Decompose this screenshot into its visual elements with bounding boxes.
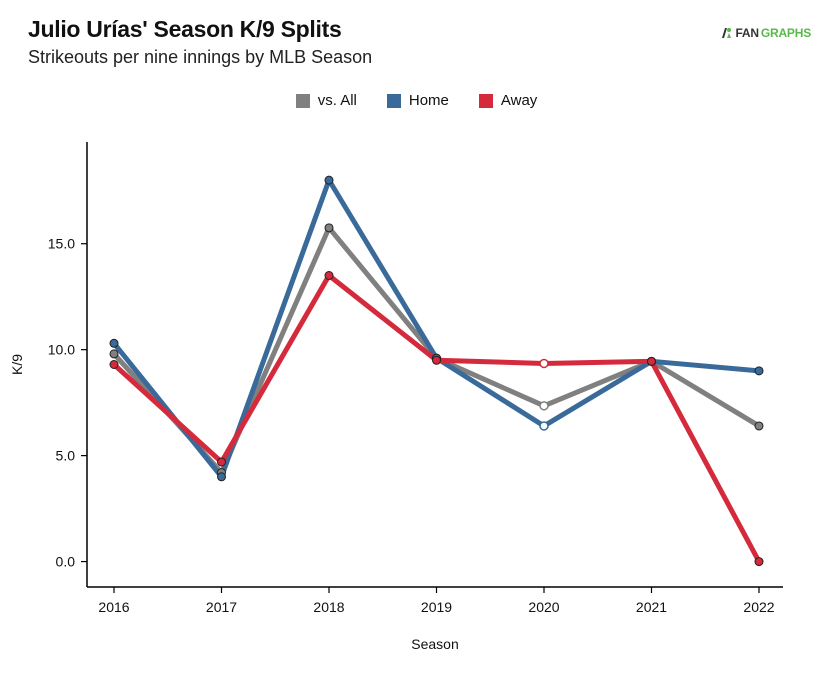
legend-swatch — [386, 93, 401, 108]
data-point-home — [754, 366, 764, 376]
x-tick-label: 2020 — [528, 599, 559, 615]
x-tick-label: 2021 — [636, 599, 667, 615]
y-axis-label: K/9 — [9, 354, 25, 375]
legend-item-away: Away — [478, 92, 538, 109]
data-point-away — [217, 457, 226, 467]
y-tick-label: 5.0 — [56, 448, 76, 464]
legend-item-vs-all: vs. All — [295, 92, 357, 109]
data-point-vs-all — [754, 421, 764, 431]
x-tick-label: 2018 — [313, 599, 344, 615]
legend-item-home: Home — [386, 92, 449, 109]
y-tick-label: 15.0 — [48, 236, 75, 252]
data-point-away — [647, 356, 656, 366]
logo-text-fan: FAN — [735, 26, 759, 40]
data-point-home — [109, 338, 119, 348]
chart-title: Julio Urías' Season K/9 Splits — [28, 16, 342, 42]
data-point-away — [754, 557, 764, 567]
data-point-away — [109, 360, 119, 369]
data-point-home — [217, 472, 226, 482]
legend-label: vs. All — [317, 92, 357, 109]
x-tick-label: 2019 — [421, 599, 452, 615]
legend-swatch — [478, 93, 493, 108]
series-line-vs-all — [111, 225, 762, 476]
fangraphs-logo: FAN GRAPHS — [719, 26, 811, 40]
series-line-away — [111, 273, 762, 565]
series-line-home — [111, 177, 762, 480]
data-point-home — [324, 175, 334, 185]
data-point-vs-all — [109, 349, 119, 359]
fangraphs-logo-icon — [719, 26, 734, 40]
legend-swatch — [295, 93, 310, 108]
chart-legend: vs. All Home Away — [0, 92, 833, 109]
data-point-away — [324, 271, 334, 280]
x-tick-label: 2022 — [743, 599, 774, 615]
legend-label: Home — [408, 92, 449, 109]
legend-label: Away — [500, 92, 538, 109]
x-tick-label: 2016 — [98, 599, 129, 615]
data-point-away — [539, 358, 549, 369]
data-point-away — [432, 355, 441, 365]
data-point-vs-all — [324, 223, 334, 233]
x-tick-label: 2017 — [206, 599, 237, 615]
y-tick-label: 0.0 — [56, 554, 76, 570]
y-tick-label: 10.0 — [48, 342, 75, 358]
chart-subtitle: Strikeouts per nine innings by MLB Seaso… — [28, 47, 373, 67]
x-axis-label: Season — [411, 636, 458, 652]
data-point-vs-all — [539, 401, 549, 411]
data-point-home — [539, 421, 549, 431]
logo-text-graphs: GRAPHS — [760, 26, 811, 40]
